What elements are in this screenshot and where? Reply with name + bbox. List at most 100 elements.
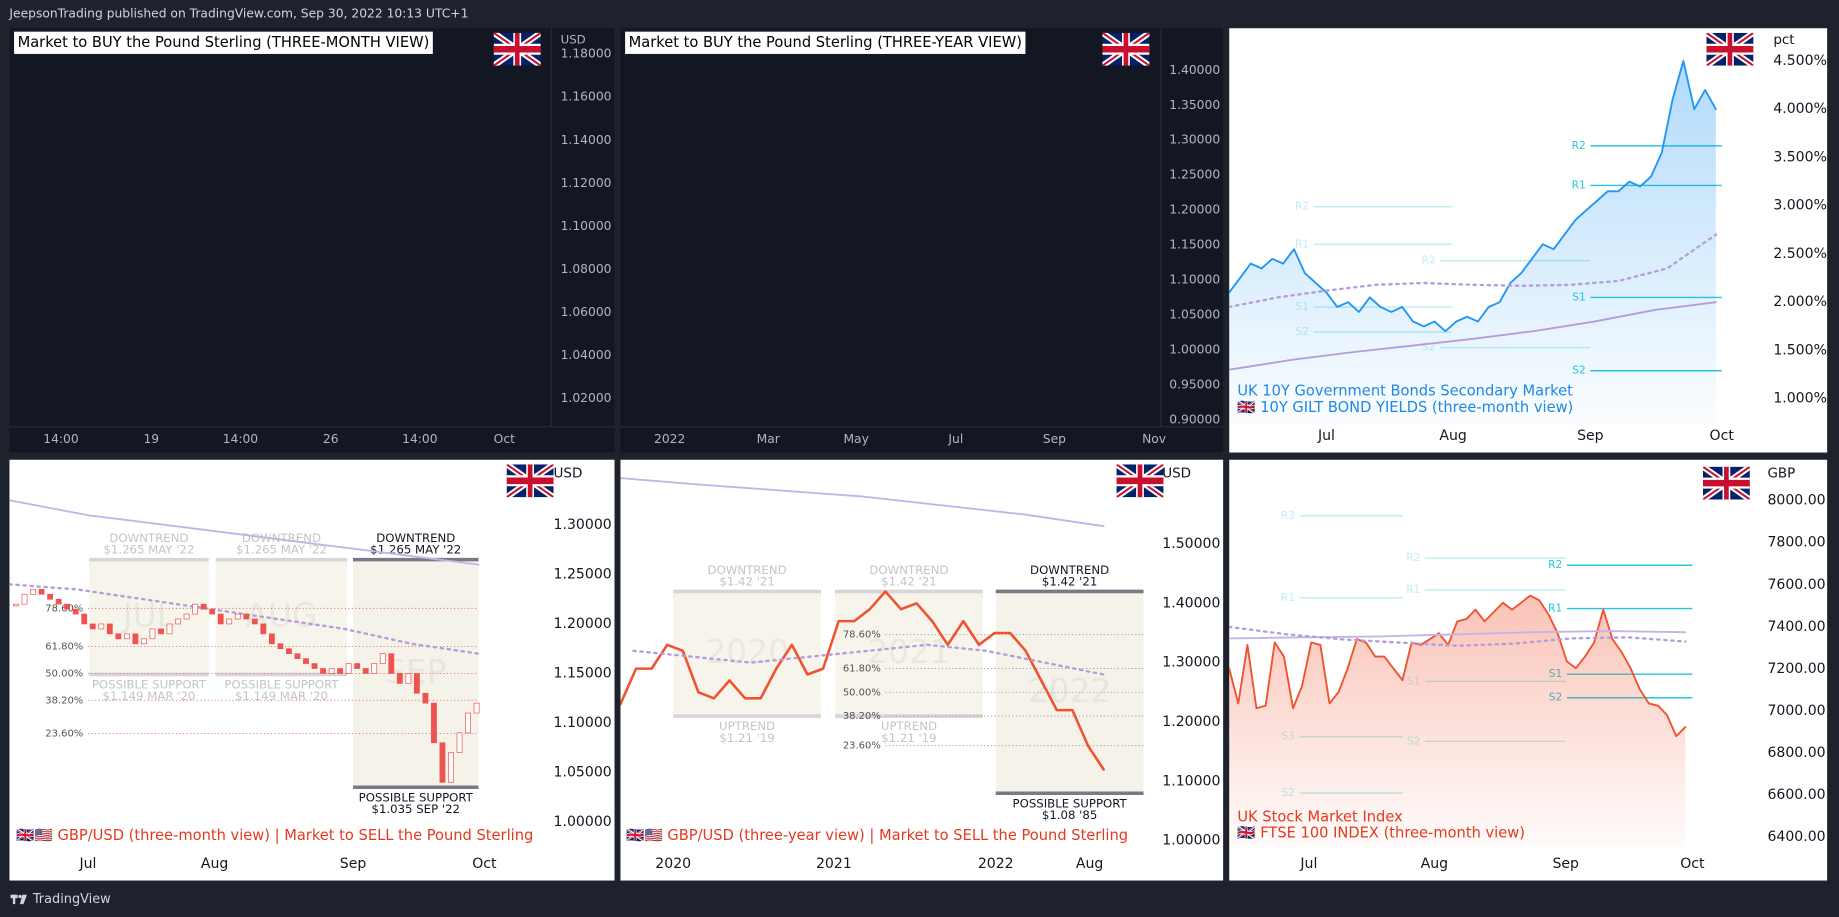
box-bottom-label: UPTREND (719, 719, 775, 733)
y-tick-label: 3.000% (1773, 198, 1827, 214)
candle-body (234, 613, 241, 620)
candle-body (328, 668, 335, 674)
candle-body (448, 752, 454, 783)
candle-body (81, 613, 88, 625)
y-tick-label: 1.16000 (561, 90, 612, 104)
candle-body (371, 663, 378, 674)
fib-label: 38.20% (843, 711, 881, 722)
candle-body (396, 673, 403, 684)
candle-body (465, 712, 471, 734)
candle-body (277, 643, 284, 650)
series-area (1229, 595, 1686, 847)
y-tick-label: 6400.00 (1767, 829, 1825, 845)
box-top-label: $1.42 '21 (881, 575, 936, 589)
box-watermark: 2022 (1028, 672, 1112, 710)
box-top-label: $1.265 MAY '22 (236, 543, 327, 557)
box-bottom-label: $1.21 '19 (881, 731, 936, 745)
y-tick-label: 1.10000 (561, 219, 612, 233)
candle-body (243, 613, 250, 620)
y-tick-label: 1.15000 (554, 665, 612, 681)
candle-body (72, 608, 79, 615)
x-tick-label: Aug (201, 856, 228, 872)
x-tick-label: Sep (1577, 428, 1604, 444)
series-line (1229, 233, 1718, 309)
uk-flag (1102, 32, 1150, 66)
candle-body (286, 648, 292, 655)
candle-body (123, 633, 130, 640)
pivot-label: R1 (1295, 238, 1309, 250)
candle-body (30, 588, 36, 595)
y-tick-label: 1.15000 (1169, 238, 1220, 252)
y-tick-label: 7800.00 (1767, 535, 1825, 551)
candle-body (354, 663, 361, 669)
panel-caption: 🇬🇧🇺🇸 GBP/USD (three-year view) | Market … (626, 827, 1128, 844)
x-tick-label: Jul (78, 856, 96, 872)
candle-body (473, 702, 480, 714)
axis-unit: GBP (1767, 466, 1795, 482)
x-tick-label: May (843, 432, 868, 446)
pivot-label: R1 (1406, 584, 1420, 596)
box-top-label: DOWNTREND (109, 531, 188, 545)
series-line (1229, 60, 1717, 333)
series-line (9, 499, 480, 566)
x-tick-label: Mar (757, 432, 781, 446)
panel-title: Market to BUY the Pound Sterling (THREE-… (629, 34, 1022, 51)
chart-panel: 1.40000 1.35000 1.30000 1.25000 1.20000 1.150… (620, 28, 1224, 453)
pivot-label: R2 (1421, 255, 1435, 267)
y-tick-label: 3.500% (1773, 149, 1827, 165)
series-line (1229, 301, 1717, 371)
y-tick-label: 1.14000 (561, 133, 612, 147)
candle-body (175, 618, 181, 625)
candle-body (413, 673, 420, 694)
y-tick-label: 1.12000 (561, 176, 612, 190)
candle-body (294, 653, 301, 659)
panel-caption: 🇬🇧 10Y GILT BOND YIELDS (three-month vie… (1237, 399, 1573, 416)
y-tick-label: 7600.00 (1767, 577, 1825, 593)
box-bottom-label: $1.149 MAR '20 (235, 689, 328, 703)
box-top-label: $1.42 '21 (719, 575, 774, 589)
x-tick-label: Sep (340, 856, 367, 872)
y-tick-label: 1.000% (1773, 391, 1827, 407)
candle-body (251, 618, 258, 625)
footer-brand: TradingView (32, 892, 111, 907)
candle-body (192, 603, 199, 615)
x-tick-label: Jul (1299, 856, 1317, 872)
box-bottom-label: POSSIBLE SUPPORT (224, 677, 339, 691)
y-tick-label: 1.04000 (561, 348, 612, 362)
y-tick-label: 4.500% (1773, 53, 1827, 69)
candle-body (439, 742, 446, 783)
box-bottom-label: $1.08 '85 (1042, 808, 1097, 822)
y-tick-label: 1.00000 (1169, 342, 1220, 356)
box-bottom-label: UPTREND (881, 719, 937, 733)
y-tick-label: 1.30000 (554, 517, 612, 533)
candle-body (158, 628, 164, 635)
candle-body (226, 618, 233, 625)
y-tick-label: 1.05000 (554, 764, 612, 780)
y-tick-label: 1.40000 (1169, 63, 1220, 77)
y-tick-label: 8000.00 (1767, 493, 1825, 509)
fib-label: 23.60% (843, 741, 881, 752)
candle-body (141, 638, 147, 645)
series-area (1229, 60, 1716, 425)
y-tick-label: 1.50000 (1162, 536, 1220, 552)
candle-body (320, 668, 326, 674)
candle-body (337, 668, 344, 674)
y-tick-label: 2.000% (1773, 294, 1827, 310)
y-tick-label: 0.95000 (1169, 377, 1220, 391)
box-top-label: DOWNTREND (869, 563, 948, 577)
series-line (9, 583, 480, 655)
candle-body (209, 608, 216, 615)
publish-info: JeepsonTrading published on TradingView.… (8, 7, 468, 21)
pivot-label: R2 (1295, 201, 1309, 213)
x-tick-label: 2021 (816, 856, 852, 872)
chart-panel: R2R1S1S2R2S2R2R1S1S24.500%4.000%3.500%3.… (1229, 28, 1828, 453)
panel-title: Market to BUY the Pound Sterling (THREE-… (18, 34, 430, 51)
y-tick-label: 1.25000 (1169, 168, 1220, 182)
candle-body (47, 593, 54, 600)
x-tick-label: Sep (1552, 856, 1579, 872)
axis-unit: pct (1773, 32, 1794, 48)
x-tick-label: 2020 (655, 856, 691, 872)
candle-body (21, 593, 28, 605)
